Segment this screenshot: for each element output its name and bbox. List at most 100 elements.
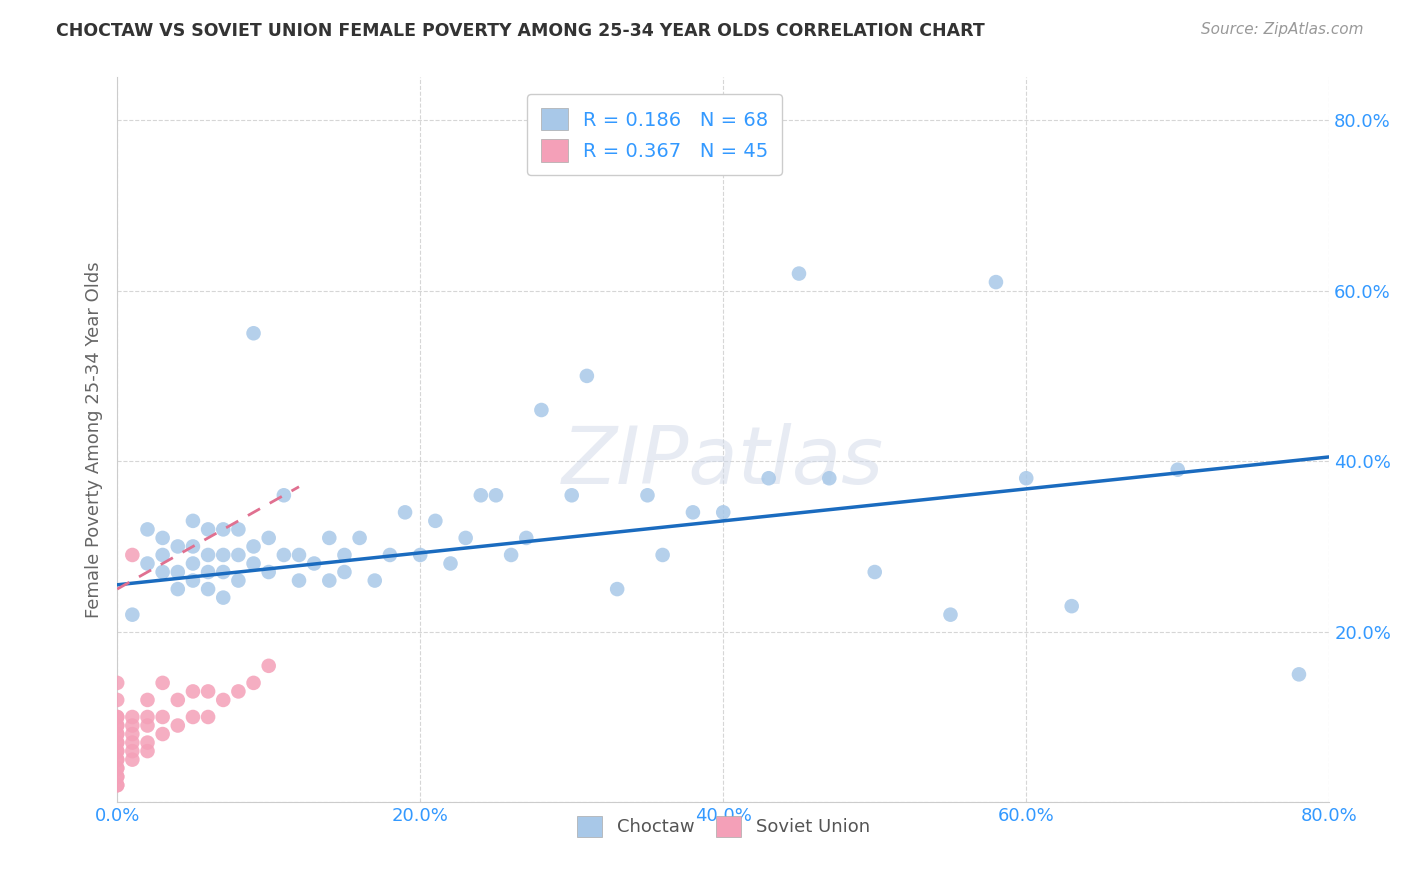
- Point: [197, 548, 219, 562]
- Point: [637, 488, 659, 502]
- Point: [212, 548, 235, 562]
- Point: [105, 744, 128, 758]
- Point: [575, 368, 598, 383]
- Point: [105, 710, 128, 724]
- Point: [105, 710, 128, 724]
- Point: [166, 693, 188, 707]
- Point: [333, 548, 356, 562]
- Point: [121, 607, 143, 622]
- Point: [242, 557, 264, 571]
- Point: [181, 540, 204, 554]
- Point: [228, 548, 250, 562]
- Point: [394, 505, 416, 519]
- Point: [136, 557, 159, 571]
- Point: [530, 403, 553, 417]
- Point: [302, 557, 325, 571]
- Point: [470, 488, 492, 502]
- Point: [439, 557, 461, 571]
- Text: ZIPatlas: ZIPatlas: [562, 423, 884, 500]
- Point: [105, 718, 128, 732]
- Point: [136, 710, 159, 724]
- Point: [166, 540, 188, 554]
- Point: [166, 718, 188, 732]
- Point: [166, 565, 188, 579]
- Point: [288, 548, 311, 562]
- Point: [242, 326, 264, 341]
- Point: [197, 582, 219, 596]
- Point: [425, 514, 447, 528]
- Point: [212, 565, 235, 579]
- Point: [682, 505, 704, 519]
- Point: [212, 591, 235, 605]
- Point: [136, 735, 159, 749]
- Point: [515, 531, 537, 545]
- Point: [105, 727, 128, 741]
- Point: [105, 744, 128, 758]
- Point: [152, 548, 174, 562]
- Point: [152, 727, 174, 741]
- Point: [273, 488, 295, 502]
- Point: [197, 710, 219, 724]
- Point: [152, 676, 174, 690]
- Point: [711, 505, 734, 519]
- Point: [197, 684, 219, 698]
- Point: [318, 574, 340, 588]
- Point: [121, 744, 143, 758]
- Point: [105, 753, 128, 767]
- Point: [152, 565, 174, 579]
- Point: [121, 718, 143, 732]
- Point: [121, 548, 143, 562]
- Point: [105, 778, 128, 792]
- Point: [121, 753, 143, 767]
- Point: [1288, 667, 1310, 681]
- Point: [863, 565, 886, 579]
- Point: [181, 557, 204, 571]
- Point: [121, 710, 143, 724]
- Point: [257, 531, 280, 545]
- Point: [121, 727, 143, 741]
- Point: [105, 761, 128, 775]
- Legend: Choctaw, Soviet Union: Choctaw, Soviet Union: [569, 809, 877, 844]
- Point: [105, 761, 128, 775]
- Point: [105, 735, 128, 749]
- Point: [364, 574, 387, 588]
- Point: [136, 522, 159, 536]
- Point: [787, 267, 810, 281]
- Point: [485, 488, 508, 502]
- Point: [288, 574, 311, 588]
- Point: [409, 548, 432, 562]
- Point: [758, 471, 780, 485]
- Point: [939, 607, 962, 622]
- Point: [378, 548, 401, 562]
- Point: [454, 531, 477, 545]
- Point: [181, 574, 204, 588]
- Point: [136, 744, 159, 758]
- Point: [197, 522, 219, 536]
- Point: [984, 275, 1007, 289]
- Point: [105, 778, 128, 792]
- Point: [181, 514, 204, 528]
- Y-axis label: Female Poverty Among 25-34 Year Olds: Female Poverty Among 25-34 Year Olds: [86, 261, 103, 618]
- Text: Source: ZipAtlas.com: Source: ZipAtlas.com: [1201, 22, 1364, 37]
- Text: CHOCTAW VS SOVIET UNION FEMALE POVERTY AMONG 25-34 YEAR OLDS CORRELATION CHART: CHOCTAW VS SOVIET UNION FEMALE POVERTY A…: [56, 22, 986, 40]
- Point: [228, 684, 250, 698]
- Point: [242, 540, 264, 554]
- Point: [136, 718, 159, 732]
- Point: [818, 471, 841, 485]
- Point: [318, 531, 340, 545]
- Point: [273, 548, 295, 562]
- Point: [561, 488, 583, 502]
- Point: [197, 565, 219, 579]
- Point: [651, 548, 673, 562]
- Point: [501, 548, 523, 562]
- Point: [121, 735, 143, 749]
- Point: [606, 582, 628, 596]
- Point: [152, 710, 174, 724]
- Point: [105, 693, 128, 707]
- Point: [1167, 463, 1189, 477]
- Point: [181, 684, 204, 698]
- Point: [212, 522, 235, 536]
- Point: [1015, 471, 1038, 485]
- Point: [181, 710, 204, 724]
- Point: [212, 693, 235, 707]
